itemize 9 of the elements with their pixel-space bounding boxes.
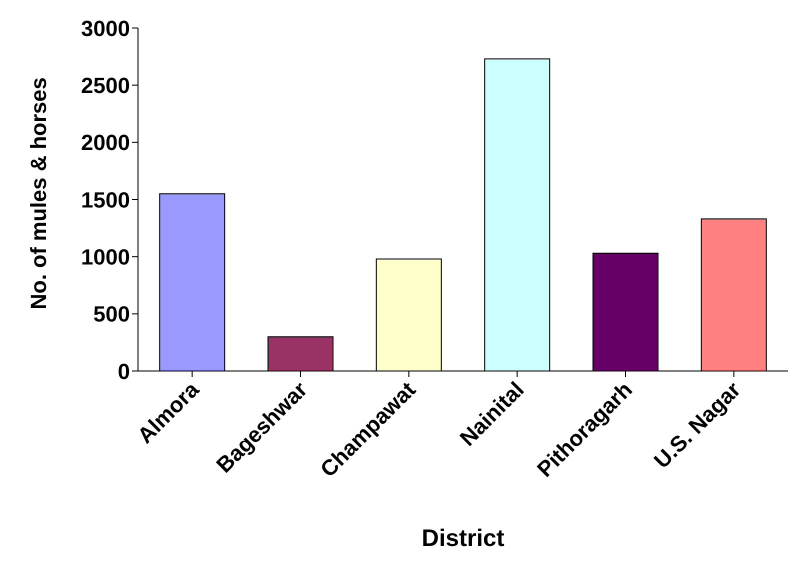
y-axis-title: No. of mules & horses [26,77,51,310]
y-tick-label: 3000 [81,16,130,41]
y-tick-label: 1000 [81,244,130,270]
y-tick-label: 0 [118,358,130,384]
y-tick-label: 1500 [81,187,130,212]
y-tick-label: 2500 [81,72,130,98]
x-axis-title: District [422,525,504,552]
y-tick-label: 2000 [81,130,130,156]
y-tick-label: 500 [93,302,130,327]
